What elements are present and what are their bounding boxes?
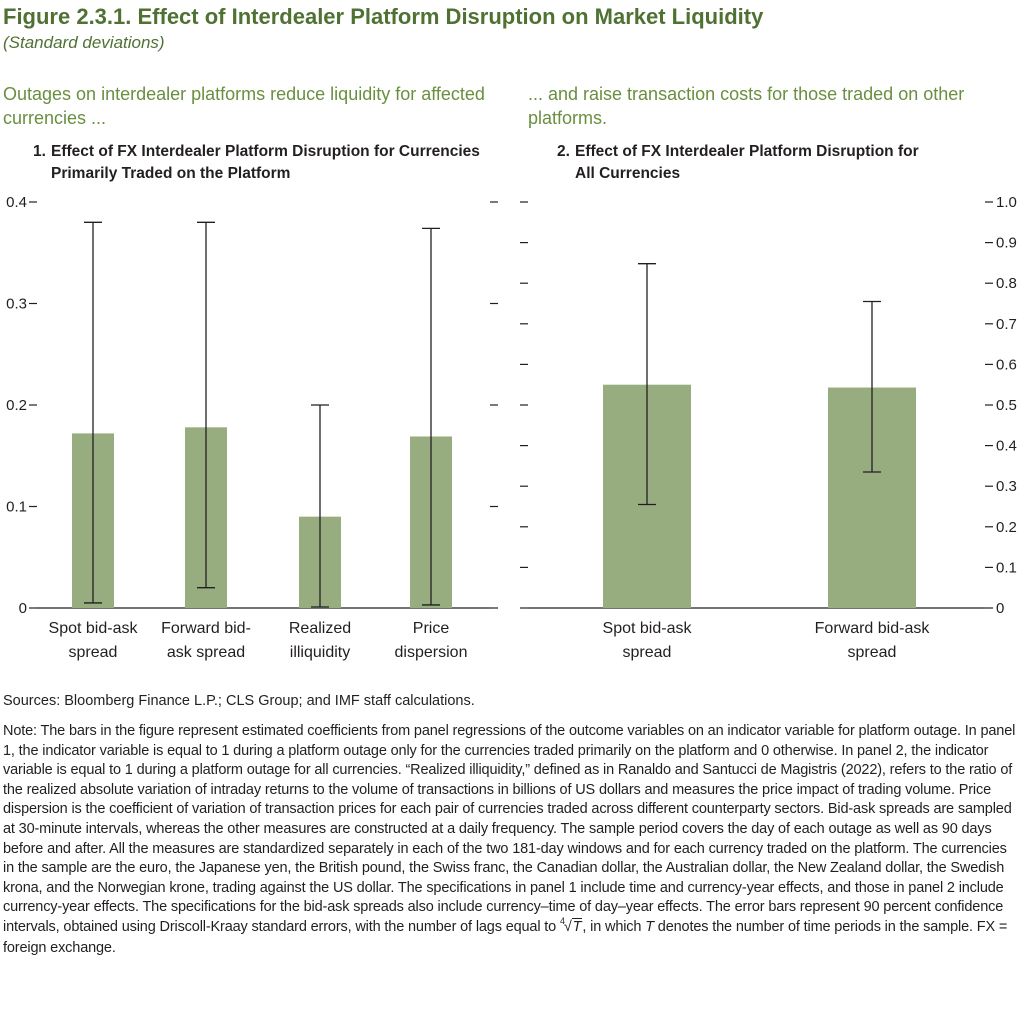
panel-2-category-label: Spot bid-ask spread: [603, 620, 693, 661]
fourth-root-symbol: 4√T: [559, 915, 583, 935]
panel-1-category-label-line: Forward bid-: [161, 620, 251, 637]
panel-1-chart: 0 0.1 0.2 0.3 0.4 Spot bid-ask spread Forward b…: [6, 194, 498, 661]
panel-2-number: 2.: [557, 143, 570, 160]
panel-2-ytick-label: 0.4: [996, 438, 1017, 455]
panel-1-category-label-line: illiquidity: [290, 644, 350, 661]
panel-2-title: 2. Effect of FX Interdealer Platform Disr…: [557, 141, 919, 185]
panel-1-lead: Outages on interdealer platforms reduce …: [3, 84, 485, 128]
note-part1: Note: The bars in the figure represent e…: [3, 723, 1016, 935]
panel-2-category-label-line: Spot bid-ask: [603, 620, 693, 637]
panel-2-title-line2: All Currencies: [575, 165, 681, 182]
panel-2-title-line1: Effect of FX Interdealer Platform Disrup…: [575, 143, 919, 160]
panel-2-ytick-label: 0.8: [996, 275, 1017, 292]
panel-2-ytick-label: 0.6: [996, 356, 1017, 373]
panel-1-category-label-line: dispersion: [395, 644, 468, 661]
root-index: 4: [559, 915, 565, 926]
panel-1-ytick-label: 0.3: [6, 296, 27, 313]
panel-1-category-label: Realized illiquidity: [289, 620, 351, 661]
note-text: Note: The bars in the figure represent e…: [3, 722, 1018, 958]
sources-text: Sources: Bloomberg Finance L.P.; CLS Gro…: [3, 693, 475, 709]
panel-1-category-label-line: Realized: [289, 620, 351, 637]
panel-1-category-label: Forward bid-ask spread: [161, 620, 251, 661]
panel-2-category-label-line: spread: [623, 644, 672, 661]
panel-1-ytick-label: 0.2: [6, 397, 27, 414]
panel-1-category-label-line: Spot bid-ask: [49, 620, 139, 637]
panel-2-ytick-label: 0.1: [996, 559, 1017, 576]
panel-2-ytick-label: 0.9: [996, 235, 1017, 252]
panel-2-ytick-label: 0: [996, 600, 1004, 617]
panel-1-ytick-label: 0.1: [6, 499, 27, 516]
root-variable: T: [571, 917, 583, 935]
panel-2-ytick-label: 0.7: [996, 316, 1017, 333]
panel-2-ytick-label: 1.0: [996, 194, 1017, 211]
panel-2-ytick-label: 0.2: [996, 519, 1017, 536]
panel-2-ytick-label: 0.3: [996, 478, 1017, 495]
panel-1-title: 1. Effect of FX Interdealer Platform Disr…: [33, 141, 480, 185]
note-variable-t: T: [645, 918, 654, 935]
panel-2-lead: ... and raise transaction costs for thos…: [528, 84, 965, 128]
panel-1-category-label: Price dispersion: [395, 620, 468, 661]
panel-2-category-label-line: spread: [848, 644, 897, 661]
panel-1-ytick-label: 0: [19, 600, 27, 617]
panel-2-chart: 0 0.1 0.2 0.3 0.4 0.5 0.6 0.7 0.8 0.9 1.0 Spot bid-…: [520, 194, 1017, 661]
figure-title: Figure 2.3.1. Effect of Interdealer Plat…: [3, 4, 764, 29]
panel-1-number: 1.: [33, 143, 46, 160]
panel-2-category-label: Forward bid-ask spread: [815, 620, 931, 661]
panel-2-category-label-line: Forward bid-ask: [815, 620, 931, 637]
note-part3: denotes the number of time periods in th…: [3, 918, 1008, 956]
panel-1-title-line1: Effect of FX Interdealer Platform Disrup…: [51, 143, 480, 160]
panel-1-category-label-line: Price: [413, 620, 450, 637]
panel-1-category-label-line: spread: [69, 644, 118, 661]
panel-1-category-label: Spot bid-ask spread: [49, 620, 139, 661]
note-part2: , in which: [582, 918, 646, 935]
panel-1-title-line2: Primarily Traded on the Platform: [51, 165, 291, 182]
panel-1-ytick-label: 0.4: [6, 194, 27, 211]
panel-1-category-label-line: ask spread: [167, 644, 245, 661]
panel-2-ytick-label: 0.5: [996, 397, 1017, 414]
figure-subtitle: (Standard deviations): [3, 33, 165, 52]
